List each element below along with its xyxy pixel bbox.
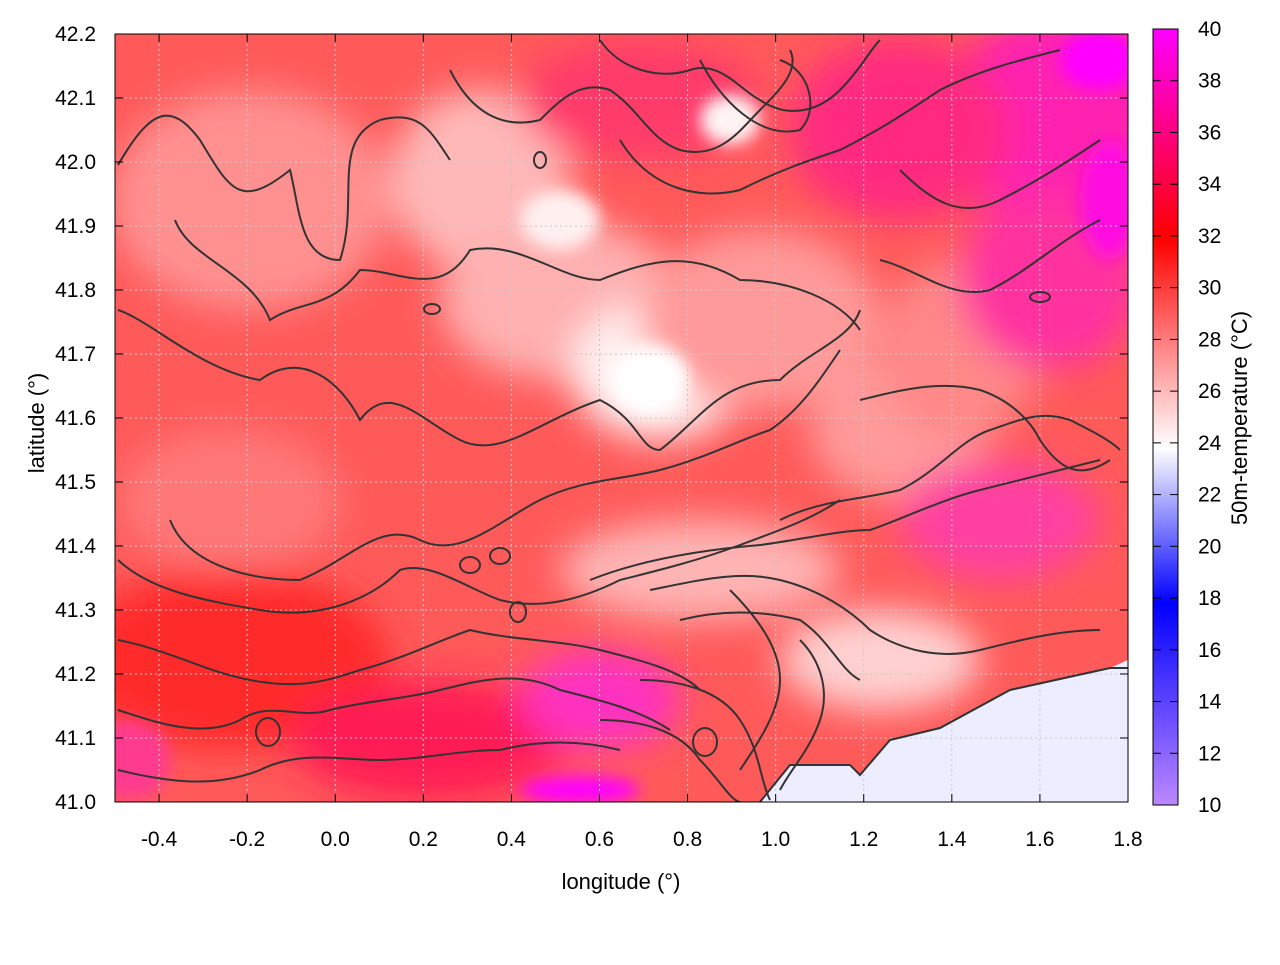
x-tick-label: 1.6 xyxy=(1025,828,1054,851)
y-tick-label: 42.1 xyxy=(55,87,96,110)
grid xyxy=(115,34,1128,802)
x-tick-label: 0.6 xyxy=(585,828,614,851)
temperature-field xyxy=(115,34,1128,802)
x-tick-label: 0.2 xyxy=(409,828,438,851)
colorbar-tick-label: 30 xyxy=(1198,277,1221,300)
contour-lines xyxy=(117,39,1128,802)
y-axis: 41.0 41.1 41.2 41.3 41.4 41.5 41.6 41.7 41.8 41.9… xyxy=(55,23,1128,814)
colorbar-tick-label: 28 xyxy=(1198,328,1221,351)
y-tick-label: 41.4 xyxy=(55,535,96,558)
y-tick-label: 41.8 xyxy=(55,279,96,302)
y-tick-label: 41.2 xyxy=(55,663,96,686)
colorbar-tick-label: 22 xyxy=(1198,484,1221,507)
y-tick-label: 41.1 xyxy=(55,727,96,750)
colorbar-tick-label: 32 xyxy=(1198,225,1221,248)
x-tick-label: 1.2 xyxy=(849,828,878,851)
colorbar-tick-label: 34 xyxy=(1198,173,1222,196)
colorbar-tick-label: 36 xyxy=(1198,121,1221,144)
y-tick-label: 41.3 xyxy=(55,599,96,622)
colorbar-tick-label: 26 xyxy=(1198,380,1221,403)
y-tick-label: 41.6 xyxy=(55,407,96,430)
colorbar: 10 12 14 16 18 20 22 24 26 28 30 32 34 36 38 40 50m-tem… xyxy=(1152,18,1252,817)
x-axis: -0.4 -0.2 0.0 0.2 0.4 0.6 0.8 1.0 1.2 1.4 1.6 1.8 xyxy=(141,34,1143,851)
x-tick-label: -0.2 xyxy=(229,828,265,851)
y-tick-label: 42.0 xyxy=(55,151,96,174)
x-tick-label: 0.4 xyxy=(497,828,527,851)
colorbar-tick-label: 16 xyxy=(1198,639,1221,662)
colorbar-tick-label: 20 xyxy=(1198,535,1221,558)
colorbar-tick-label: 10 xyxy=(1198,794,1221,817)
x-tick-label: 1.0 xyxy=(761,828,790,851)
colorbar-label: 50m-temperature (°C) xyxy=(1227,311,1252,525)
colorbar-tick-label: 14 xyxy=(1198,691,1222,714)
y-tick-label: 41.7 xyxy=(55,343,96,366)
y-tick-label: 41.0 xyxy=(55,791,96,814)
colorbar-ticks: 10 12 14 16 18 20 22 24 26 28 30 32 34 36 38 40 xyxy=(1153,18,1222,817)
colorbar-gradient xyxy=(1152,28,1179,806)
x-tick-label: 1.4 xyxy=(937,828,967,851)
x-axis-label: longitude (°) xyxy=(562,869,681,894)
colorbar-tick-label: 24 xyxy=(1198,432,1222,455)
y-tick-label: 41.9 xyxy=(55,215,96,238)
x-tick-label: 0.0 xyxy=(321,828,350,851)
colorbar-tick-label: 38 xyxy=(1198,70,1221,93)
y-axis-label: latitude (°) xyxy=(24,373,49,474)
colorbar-tick-label: 12 xyxy=(1198,742,1221,765)
x-tick-label: -0.4 xyxy=(141,828,178,851)
colorbar-tick-label: 40 xyxy=(1198,18,1221,41)
y-tick-label: 41.5 xyxy=(55,471,96,494)
x-tick-label: 0.8 xyxy=(673,828,702,851)
x-tick-label: 1.8 xyxy=(1113,828,1142,851)
y-tick-label: 42.2 xyxy=(55,23,96,46)
colorbar-tick-label: 18 xyxy=(1198,587,1221,610)
